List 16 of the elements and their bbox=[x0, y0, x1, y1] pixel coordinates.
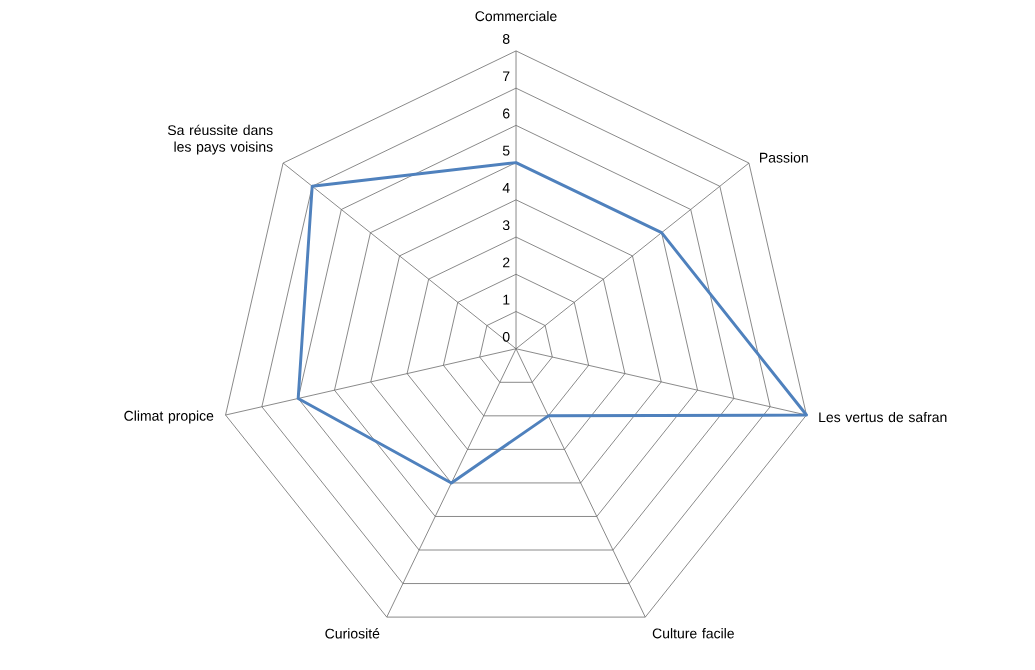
spoke-label: Climat propice bbox=[124, 410, 214, 424]
spoke-label: Passion bbox=[760, 152, 808, 163]
y-tick-label: 6 bbox=[503, 108, 510, 119]
y-tick-label: 4 bbox=[502, 183, 510, 193]
y-tick-label: 2 bbox=[503, 257, 510, 268]
spoke-label: Culture facile bbox=[652, 628, 734, 639]
y-tick-label: 3 bbox=[502, 220, 510, 231]
spoke-label: Sa réussite dans les pays voisins bbox=[167, 124, 273, 155]
y-tick-label: 8 bbox=[502, 34, 510, 45]
y-tick-label: 1 bbox=[503, 295, 510, 305]
spoke-label: Curiosité bbox=[325, 628, 380, 639]
spoke-label: Les vertus de safran bbox=[819, 412, 947, 423]
y-tick-label: 5 bbox=[502, 146, 510, 156]
y-tick-label: 7 bbox=[503, 71, 510, 82]
spoke-label: Commerciale bbox=[475, 11, 557, 22]
y-tick-label: 0 bbox=[502, 332, 510, 343]
